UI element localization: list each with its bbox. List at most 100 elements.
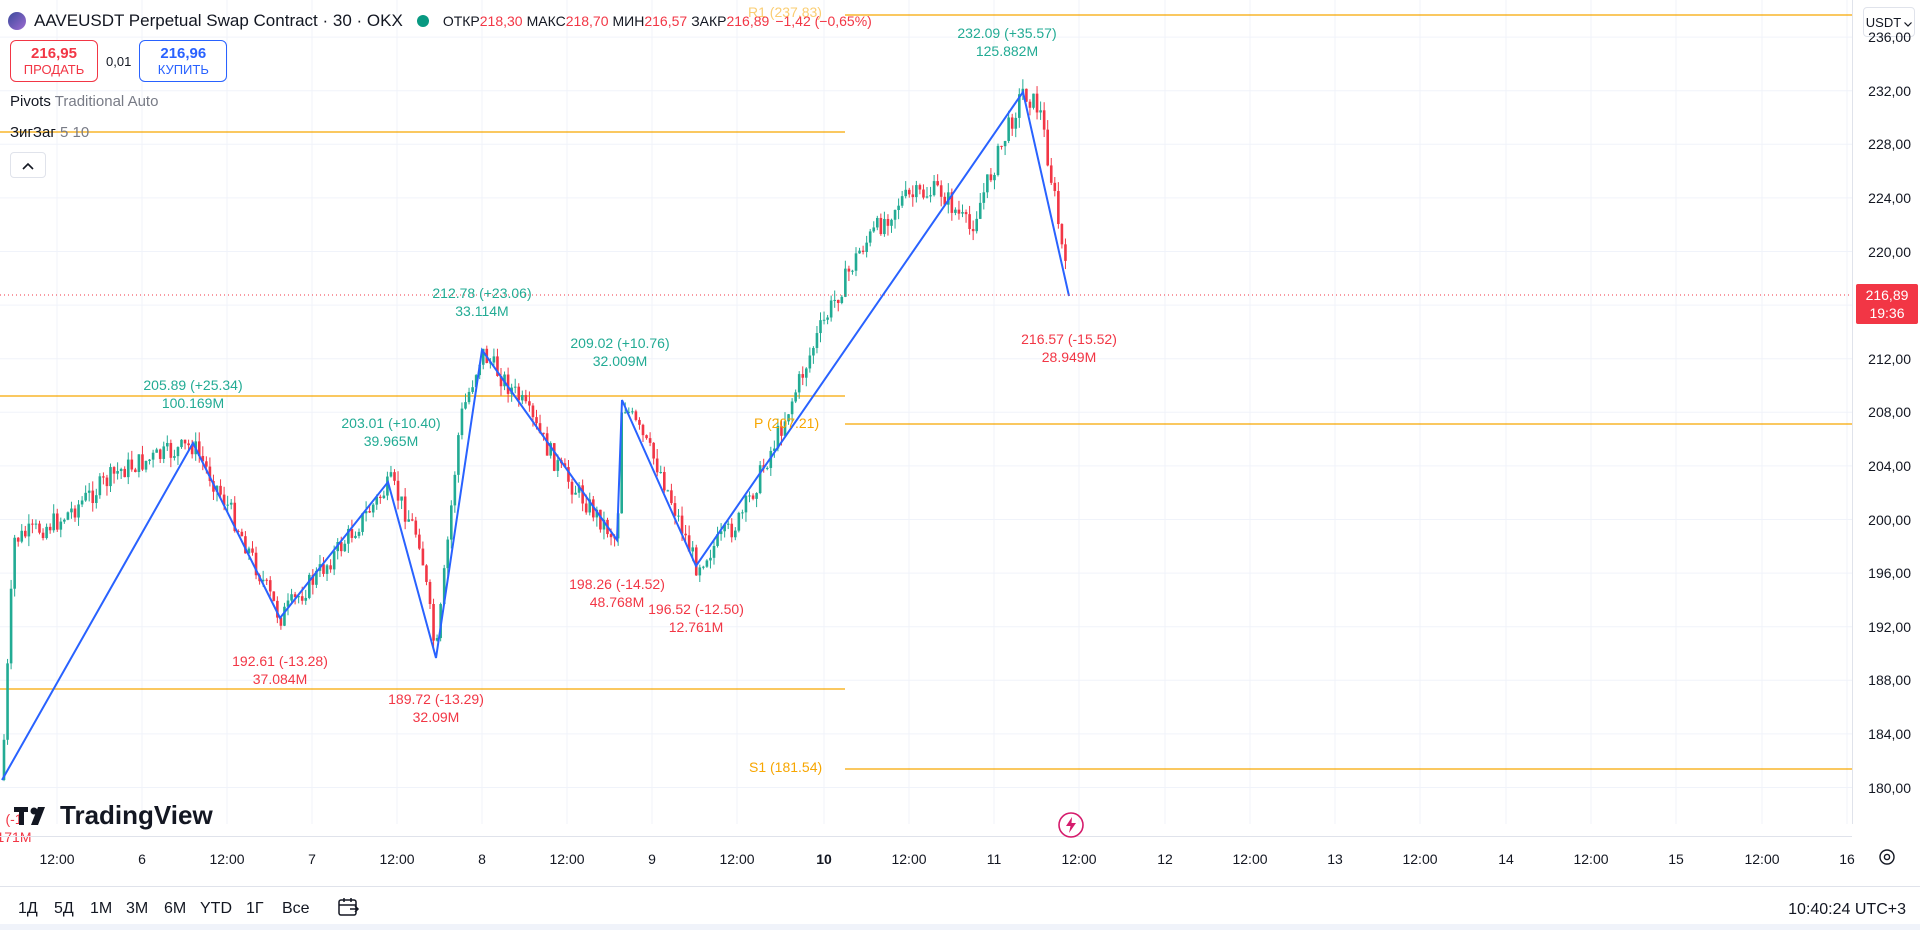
- candle-body: [826, 317, 829, 320]
- candle-body: [403, 496, 407, 522]
- candle-body: [481, 348, 485, 365]
- candle-body: [435, 638, 439, 641]
- range-button[interactable]: 1Д: [18, 900, 38, 917]
- time-tick-label: 15: [1668, 851, 1684, 867]
- candle-body: [48, 526, 52, 531]
- time-axis[interactable]: 12:00 6 12:00 7 12:00 8 12:00 9 12:00 10 12:00 11 12…: [0, 836, 1855, 887]
- candle-body: [652, 442, 655, 459]
- candle-body: [386, 476, 389, 496]
- candle-body: [925, 196, 929, 198]
- range-button[interactable]: 6М: [164, 900, 187, 917]
- candle-body: [957, 209, 961, 214]
- candle-body: [687, 535, 691, 552]
- currency-selector[interactable]: USDT: [1863, 7, 1915, 37]
- symbol-logo-icon: [8, 12, 26, 30]
- logo-text: TradingView: [60, 800, 213, 830]
- candle-body: [176, 447, 180, 457]
- candle-body: [45, 526, 48, 539]
- candle-body: [993, 174, 996, 181]
- bottom-strip: [0, 924, 1920, 930]
- candle-body: [588, 499, 592, 513]
- candle-body: [240, 531, 244, 537]
- market-status-icon[interactable]: [416, 15, 429, 27]
- gear-icon[interactable]: [1876, 846, 1898, 868]
- zigzag-pivot-label: 189.72 (-13.29) 32.09M: [388, 690, 484, 726]
- candle-body: [24, 530, 27, 537]
- zigzag-pivot-label: 216.57 (-15.52) 28.949M: [1021, 330, 1117, 366]
- price-scale[interactable]: USDT 236,00232,00228,00224,00220,00216,0…: [1852, 0, 1920, 824]
- zigzag-volume: 171M: [0, 829, 32, 845]
- candle-body: [16, 537, 20, 542]
- price-tick-label: 200,00: [1868, 511, 1911, 528]
- range-button[interactable]: 1Г: [246, 900, 264, 917]
- range-button[interactable]: 1М: [90, 900, 113, 917]
- candle-body: [723, 524, 726, 532]
- candle-body: [308, 574, 311, 598]
- candle-body: [247, 548, 251, 554]
- candle-body: [982, 192, 986, 203]
- candle-body: [226, 504, 229, 506]
- zigzag-pivot-label: 209.02 (+10.76) 32.009M: [570, 334, 669, 370]
- candle-body: [389, 472, 393, 477]
- candle-body: [822, 319, 826, 321]
- candle-body: [776, 425, 780, 449]
- candle-body: [1057, 191, 1060, 225]
- candle-body: [41, 532, 45, 539]
- candle-body: [322, 564, 325, 574]
- candle-body: [116, 471, 119, 474]
- candle-body: [371, 504, 375, 513]
- clock-timezone[interactable]: 10:40:24 UTC+3: [1788, 901, 1906, 918]
- candle-body: [641, 424, 645, 436]
- candle-body: [471, 387, 474, 392]
- candle-body: [524, 395, 528, 402]
- range-button[interactable]: YTD: [200, 900, 232, 917]
- candle-body: [293, 594, 297, 598]
- collapse-indicators-button[interactable]: [10, 152, 46, 178]
- tradingview-logo[interactable]: TradingView: [14, 800, 213, 831]
- symbol-title[interactable]: AAVEUSDT Perpetual Swap Contract · 30 · …: [34, 11, 403, 30]
- zigzag-pivot-label: 203.01 (+10.40) 39.965M: [341, 414, 440, 450]
- candle-body: [98, 476, 102, 496]
- candle-body: [80, 500, 84, 505]
- indicator-zigzag[interactable]: ЗигЗаг 5 10: [10, 124, 89, 141]
- price-chart[interactable]: [0, 0, 1852, 824]
- time-tick-label: 12:00: [1744, 851, 1780, 867]
- candle-body: [765, 467, 769, 469]
- candle-body: [844, 268, 847, 297]
- zigzag-price-change: 203.01 (+10.40): [341, 415, 441, 431]
- candle-body: [400, 496, 403, 501]
- candle-body: [954, 209, 957, 213]
- candle-body: [929, 195, 932, 197]
- candle-body: [347, 528, 350, 544]
- close-value: 216,89: [726, 13, 770, 29]
- candle-body: [556, 460, 560, 471]
- range-button[interactable]: Все: [282, 900, 310, 917]
- candle-body: [492, 356, 496, 363]
- candle-body: [1018, 94, 1021, 118]
- time-tick-label: 10: [816, 851, 832, 867]
- candle-body: [517, 386, 521, 401]
- candle-body: [968, 214, 971, 229]
- candle-body: [726, 523, 730, 525]
- zigzag-volume: 125.882M: [975, 43, 1039, 59]
- candle-body: [375, 496, 379, 505]
- range-button[interactable]: 5Д: [54, 900, 74, 917]
- candle-body: [854, 253, 858, 271]
- candle-body: [638, 419, 641, 425]
- zigzag-volume: 32.09M: [412, 709, 460, 725]
- candle-body: [755, 493, 758, 499]
- indicator-pivots[interactable]: Pivots Traditional Auto: [10, 93, 158, 110]
- ohlc-values: ОТКР 218,30 МАКС 218,70 МИН 216,57 ЗАКР 216,…: [439, 13, 872, 29]
- lightning-icon[interactable]: [1057, 811, 1085, 839]
- candle-body: [620, 412, 623, 514]
- date-range-calendar-button[interactable]: [336, 895, 360, 923]
- sell-button[interactable]: 216,95 ПРОДАТЬ: [10, 40, 98, 82]
- candle-body: [829, 300, 833, 318]
- chart-area[interactable]: [0, 0, 1852, 824]
- zigzag-price-change: 216.57 (-15.52): [1021, 331, 1117, 347]
- range-button[interactable]: 3М: [126, 900, 149, 917]
- candle-body: [535, 417, 538, 424]
- candle-body: [272, 591, 276, 601]
- time-tick-label: 12:00: [549, 851, 585, 867]
- buy-button[interactable]: 216,96 КУПИТЬ: [139, 40, 228, 82]
